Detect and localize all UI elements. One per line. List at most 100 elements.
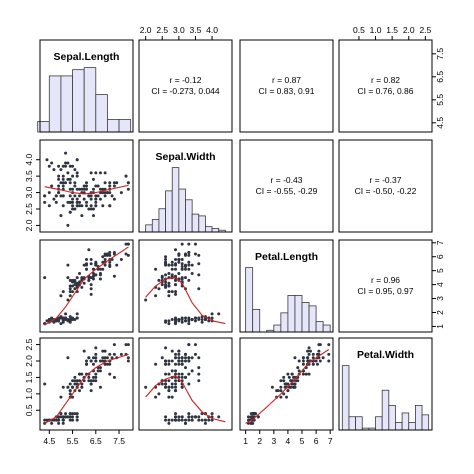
scatter-point [184,263,187,267]
scatter-point [167,395,171,399]
scatter-point [327,359,331,363]
histogram-bar [355,416,363,431]
scatter-point [164,263,168,267]
scatter-point [73,379,77,383]
scatter-point [54,200,58,204]
tick-label: 2.5 [156,25,168,35]
panel-frame [239,39,334,133]
scatter-point [197,415,201,419]
scatter-point [68,287,72,291]
scatter-point [64,312,68,316]
scatter-point [57,415,61,419]
correlation-ci-label: CI = 0.76, 0.86 [358,86,414,96]
scatter-point [174,389,178,393]
scatter-point [110,356,114,360]
smooth-line [145,375,226,423]
scatter-point [91,207,95,211]
tick-label: 1.0 [370,25,382,35]
scatter-point [164,385,168,389]
scatter-point [89,283,93,287]
scatter-point [85,267,88,271]
scatter-point [71,415,75,419]
scatter-point [73,287,77,291]
scatter-point [68,290,72,294]
scatter-point [91,277,95,281]
scatter-point [180,267,184,271]
scatter-point [94,359,98,363]
scatter-point [87,379,91,383]
scatter-point [94,194,98,198]
scatter-point [112,197,116,201]
scatter-point [174,283,178,287]
scatter-point [164,255,168,259]
histogram-bar [171,167,180,233]
scatter-point [187,278,191,282]
scatter-point [282,392,286,396]
histogram-bar [301,302,310,333]
scatter-point [177,362,181,366]
scatter-point [282,379,286,383]
scatter-point [94,375,98,379]
scatter-point [103,252,107,256]
scatter-point [66,171,70,175]
tick-label: 0.5 [24,404,34,416]
scatter-point [94,184,98,188]
histogram-bar [118,119,132,133]
scatter-point [68,284,72,288]
scatter-point [71,197,75,201]
scatter-point [75,412,79,416]
scatter-point [98,171,102,175]
scatter-point [103,263,107,267]
scatter-point [57,184,61,188]
scatter-point [105,191,109,195]
scatter-point [96,184,100,188]
scatter-point [200,317,204,321]
scatter-point [285,395,288,399]
scatter-point [89,276,93,280]
tick-label: 1 [243,436,248,446]
scatter-point [311,362,315,366]
scatter-point [57,174,61,178]
tick-label: 6.5 [90,436,102,446]
scatter-point [190,271,194,275]
scatter-point [294,379,298,383]
scatter-point [89,379,93,383]
scatter-point [160,356,164,360]
scatter-point [246,415,250,419]
scatter-point [80,372,84,376]
scatter-point [311,352,315,356]
scatter-point [256,415,260,419]
correlation-r-label: r = -0.37 [370,175,402,185]
scatter-point [78,389,82,393]
panel-frame [338,239,433,333]
scatter-point [167,271,171,275]
scatter-point [170,263,174,267]
panel-sepal-length-vs-sepal-length: Sepal.Length [37,39,134,133]
scatter-point [89,171,93,175]
scatter-point [254,412,257,416]
scatter-point [71,379,75,383]
scatter-point [279,385,283,389]
scatter-point [71,187,75,191]
scatter-point [52,418,56,422]
scatter-point [287,375,291,379]
scatter-point [126,181,130,185]
scatter-point [289,379,293,383]
scatter-point [164,372,168,376]
scatter-point [177,252,181,256]
scatter-point [174,369,178,373]
scatter-point [73,168,77,172]
scatter-point [85,184,88,188]
scatter-point [98,267,102,271]
panel-petal-length-vs-sepal-width [138,239,233,333]
scatter-point [187,412,191,416]
scatter-point [75,158,79,162]
scatter-point [197,253,201,257]
scatter-point [96,369,100,373]
histogram-bar [211,228,220,233]
scatter-point [177,372,181,376]
scatter-point [304,372,308,376]
histogram-bar [388,404,396,431]
scatter-point [184,276,187,280]
